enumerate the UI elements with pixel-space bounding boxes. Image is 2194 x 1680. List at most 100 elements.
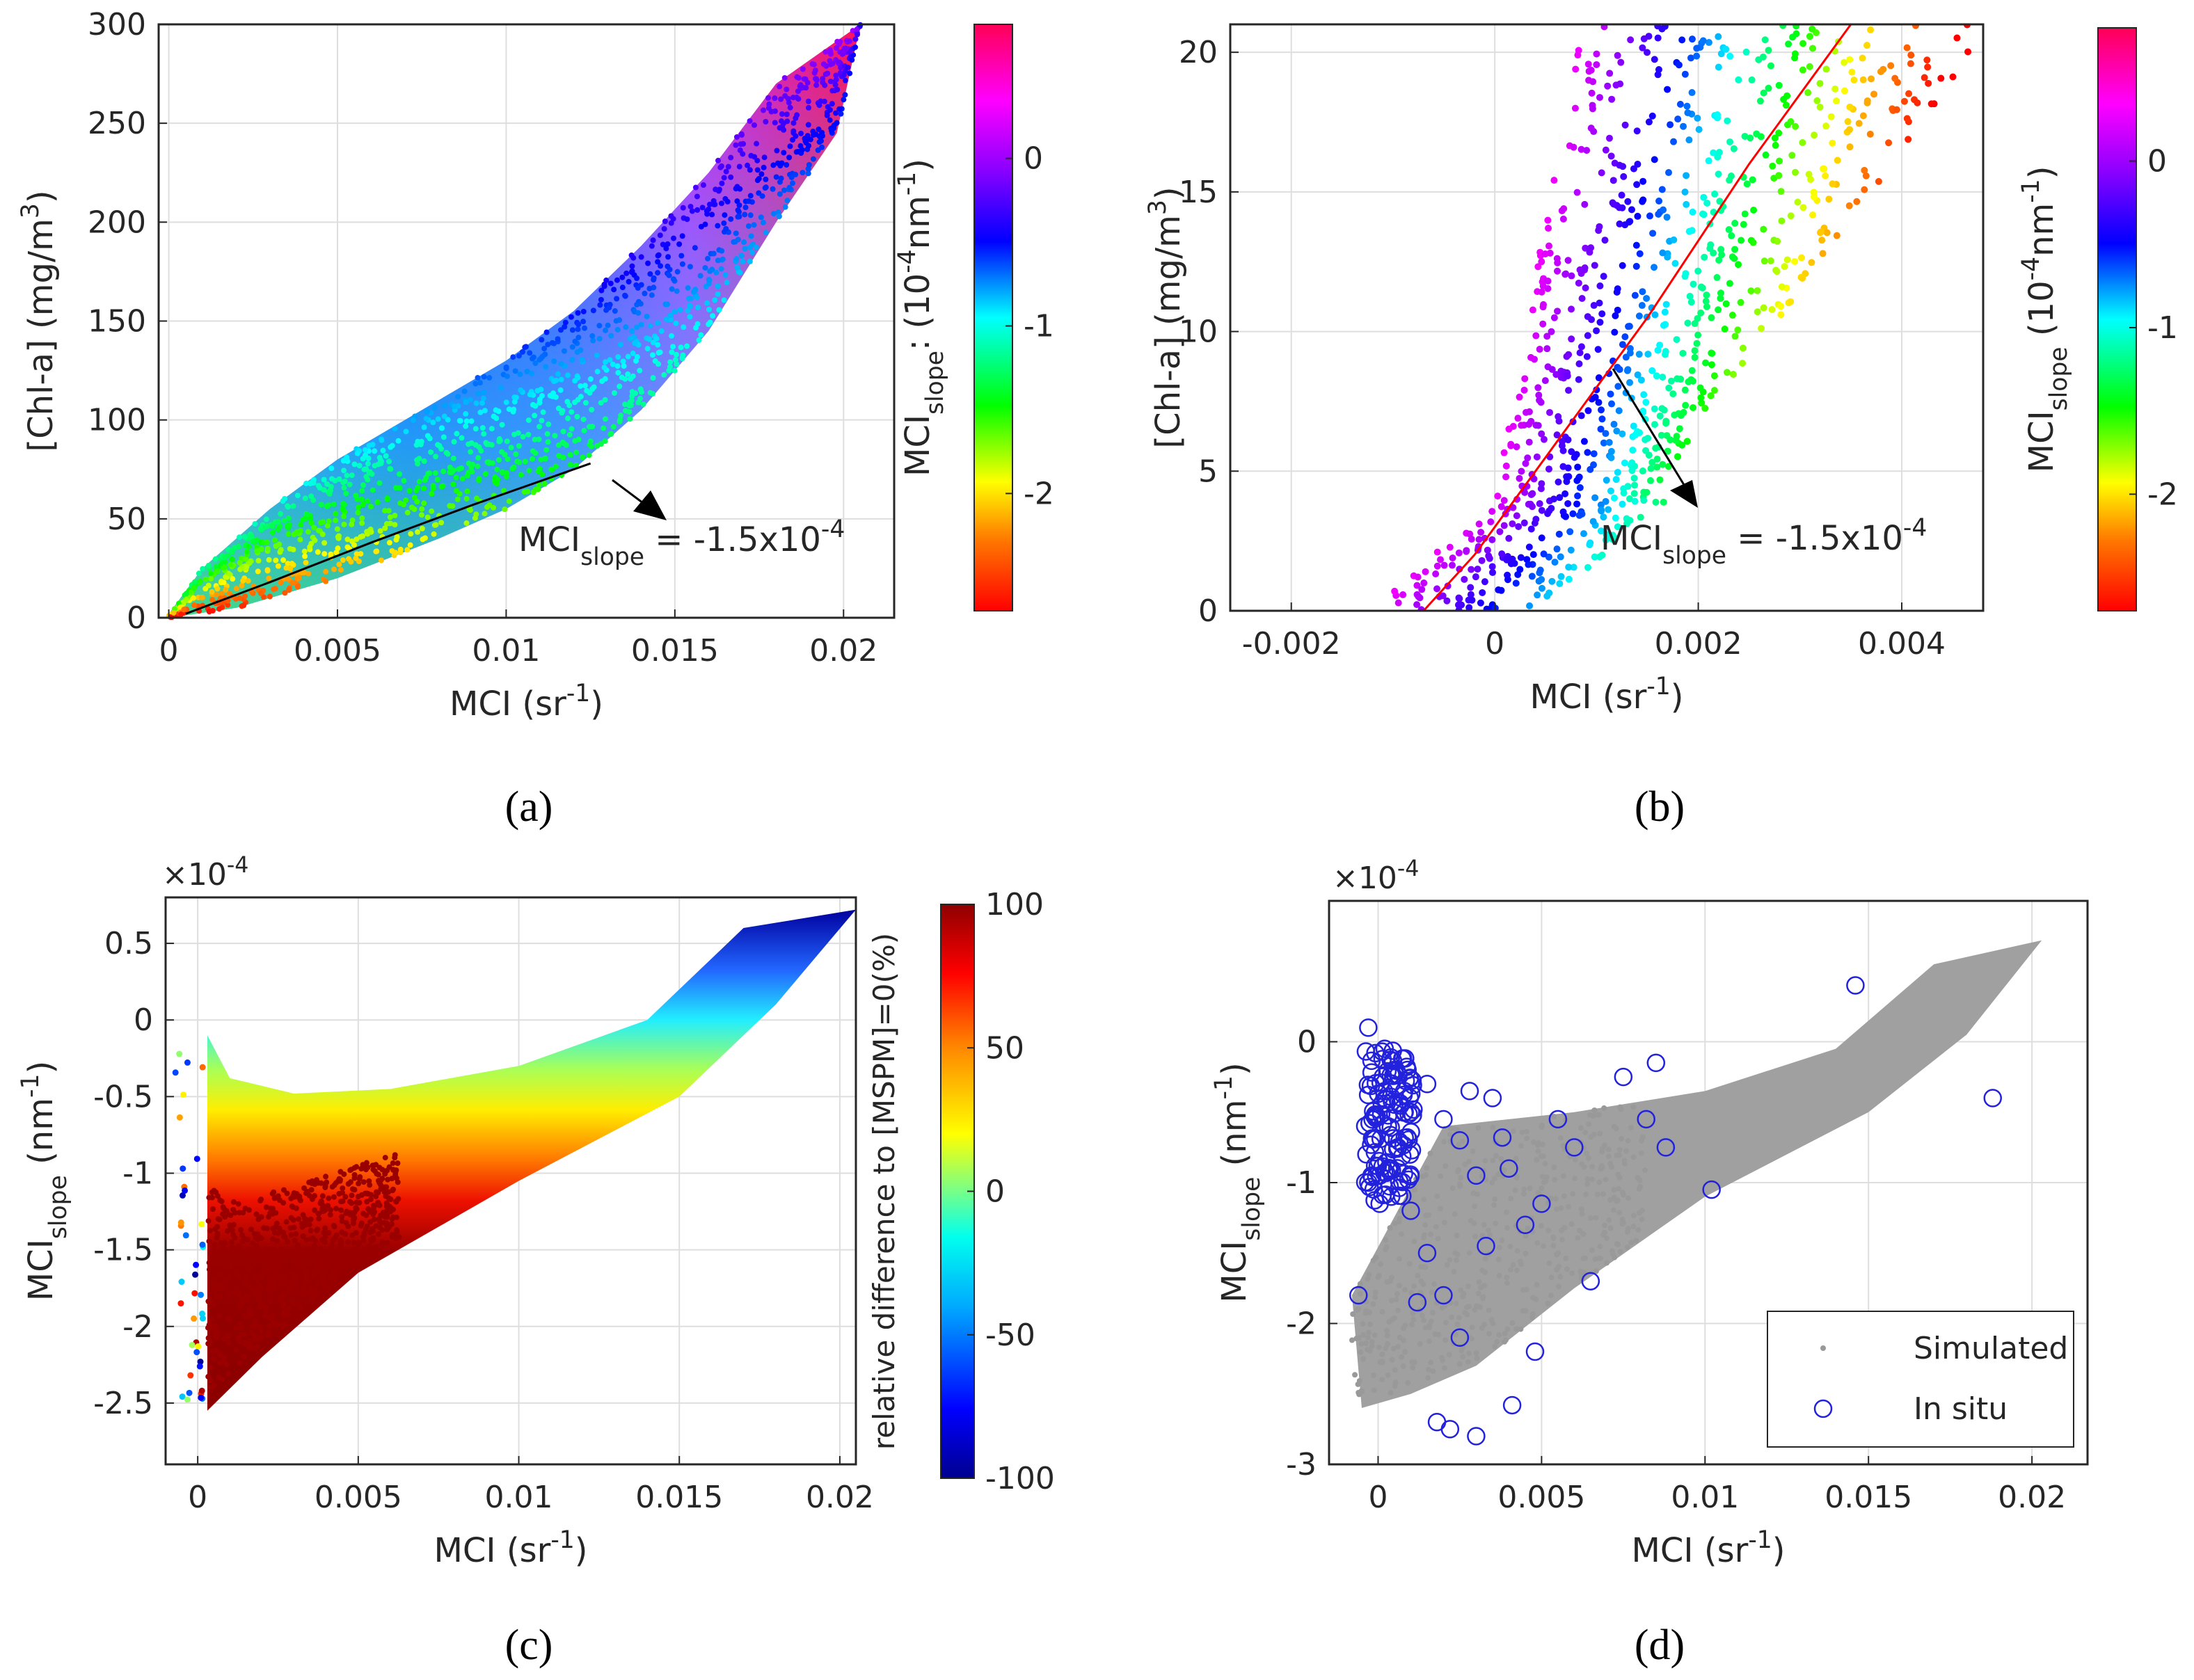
- scatter-point: [1461, 575, 1468, 583]
- in-situ-point: [1434, 1110, 1453, 1129]
- scatter-point: [229, 547, 235, 554]
- simulated-point: [1565, 1203, 1571, 1210]
- scatter-point: [674, 269, 681, 275]
- scatter-point: [543, 364, 549, 370]
- scatter-point: [1778, 217, 1786, 225]
- scatter-point: [199, 1064, 206, 1071]
- simulated-point: [1439, 1305, 1445, 1311]
- in-situ-point: [1614, 1067, 1633, 1087]
- scatter-point: [1711, 190, 1719, 198]
- scatter-point: [653, 335, 660, 342]
- scatter-point: [549, 466, 555, 472]
- scatter-point: [179, 1393, 186, 1400]
- scatter-point: [366, 442, 372, 449]
- scatter-point: [1694, 267, 1702, 275]
- scatter-point: [332, 1235, 338, 1241]
- scatter-point: [1682, 401, 1690, 409]
- scatter-point: [287, 1270, 294, 1276]
- scatter-point: [225, 602, 231, 608]
- scatter-point: [242, 1279, 248, 1286]
- simulated-point: [1533, 1296, 1539, 1302]
- scatter-point: [543, 447, 550, 453]
- scatter-point: [383, 1220, 390, 1226]
- scatter-point: [827, 48, 834, 54]
- y-tick-label: 10: [1179, 314, 1218, 350]
- scatter-point: [1656, 476, 1664, 483]
- scatter-point: [218, 591, 225, 597]
- scatter-point: [777, 179, 783, 185]
- scatter-point: [262, 1313, 268, 1320]
- scatter-point: [1875, 177, 1882, 185]
- simulated-point: [1520, 1308, 1526, 1314]
- scatter-point: [1758, 325, 1765, 333]
- scatter-point: [1548, 328, 1555, 335]
- scatter-point: [1532, 515, 1540, 523]
- scatter-point: [1822, 65, 1830, 73]
- scatter-point: [1903, 44, 1911, 51]
- scatter-point: [1600, 273, 1607, 280]
- scatter-point: [508, 445, 514, 451]
- scatter-point: [1576, 483, 1584, 491]
- legend-label-simulated: Simulated: [1914, 1331, 2068, 1366]
- scatter-point: [569, 357, 575, 363]
- scatter-point: [238, 1226, 244, 1233]
- scatter-point: [199, 1310, 206, 1317]
- scatter-point: [248, 1247, 254, 1253]
- scatter-point: [1446, 543, 1454, 551]
- scatter-point: [1627, 36, 1635, 44]
- scatter-point: [216, 1272, 223, 1279]
- scatter-point: [1841, 87, 1849, 95]
- scatter-point: [296, 575, 302, 581]
- scatter-point: [775, 209, 781, 216]
- scatter-point: [468, 449, 474, 455]
- scatter-point: [365, 456, 372, 462]
- scatter-point: [389, 1216, 395, 1222]
- scatter-point: [335, 545, 341, 552]
- scatter-point: [392, 426, 398, 432]
- scatter-point: [349, 517, 356, 523]
- scatter-point: [314, 1177, 320, 1183]
- scatter-point: [1685, 136, 1693, 144]
- scatter-point: [525, 417, 532, 424]
- simulated-point: [1513, 1175, 1520, 1181]
- scatter-point: [206, 1238, 212, 1245]
- simulated-point: [1365, 1334, 1372, 1341]
- scatter-point: [376, 1201, 382, 1208]
- scatter-point: [303, 1190, 310, 1197]
- in-situ-point: [1397, 1057, 1416, 1076]
- scatter-point: [209, 589, 215, 595]
- scatter-point: [1674, 453, 1682, 461]
- scatter-point: [761, 154, 768, 161]
- scatter-point: [253, 1242, 260, 1249]
- annotation-label: MCIslope = -1.5x10-4: [518, 515, 845, 571]
- scatter-point: [566, 431, 573, 438]
- scatter-point: [230, 576, 236, 582]
- scatter-point: [1639, 407, 1647, 415]
- scatter-point: [454, 431, 460, 437]
- scatter-point: [662, 218, 668, 225]
- scatter-point: [1630, 490, 1638, 497]
- scatter-point: [1576, 266, 1584, 273]
- scatter-point: [421, 458, 427, 464]
- scatter-point: [353, 493, 359, 499]
- scatter-point: [1570, 563, 1577, 571]
- scatter-point: [804, 79, 811, 86]
- x-tick-label: 0.005: [1497, 1480, 1585, 1515]
- scatter-point: [649, 243, 655, 249]
- scatter-point: [388, 444, 394, 450]
- scatter-point: [1707, 392, 1715, 399]
- simulated-point: [1432, 1331, 1438, 1337]
- simulated-point: [1607, 1225, 1614, 1231]
- scatter-point: [506, 406, 512, 413]
- scatter-point: [1640, 391, 1648, 399]
- scatter-point: [1488, 536, 1496, 543]
- simulated-point: [1389, 1357, 1395, 1363]
- scatter-point: [1536, 500, 1543, 508]
- scatter-point: [1598, 169, 1605, 177]
- scatter-point: [1468, 596, 1476, 604]
- scatter-point: [1785, 40, 1792, 48]
- scatter-point: [758, 214, 764, 221]
- scatter-point: [779, 111, 785, 117]
- scatter-point: [575, 326, 581, 333]
